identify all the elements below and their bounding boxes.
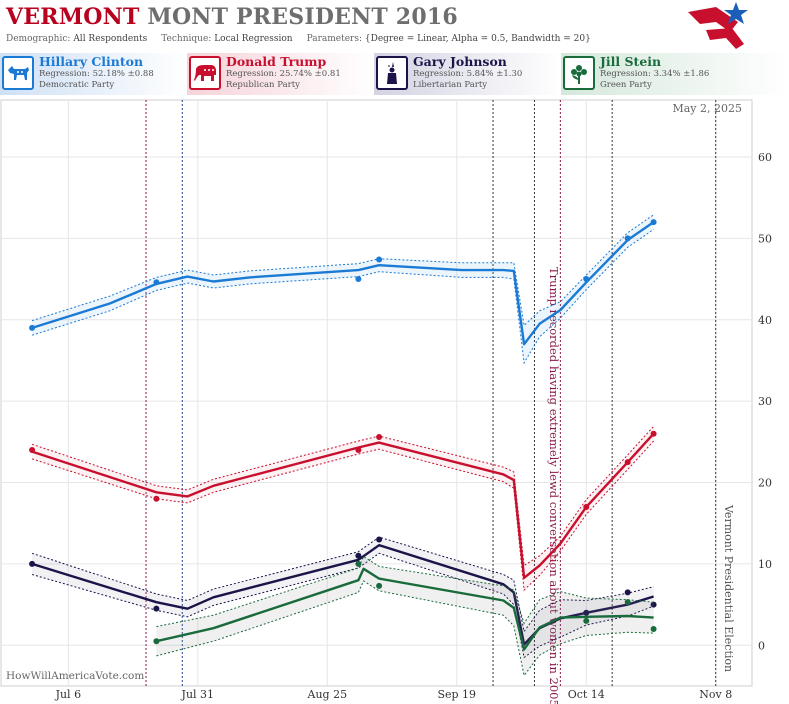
chart-date: May 2, 2025 (672, 102, 742, 115)
x-tick-label: Jul 31 (181, 688, 215, 701)
poll-point (583, 503, 590, 510)
republican-elephant-icon (189, 56, 221, 90)
y-tick-label: 30 (758, 395, 772, 408)
y-tick-label: 40 (758, 314, 772, 327)
poll-point (29, 446, 36, 453)
legend-clinton-party: Democratic Party (39, 80, 115, 90)
event-annotation: Trump recorded having extremely lewd con… (547, 267, 561, 704)
x-tick-label: Oct 14 (568, 688, 605, 701)
demographic-value: All Respondents (73, 34, 148, 44)
poll-point (624, 589, 631, 596)
legend-stein-party: Green Party (600, 80, 652, 90)
y-tick-label: 60 (758, 151, 772, 164)
technique-label: Technique: (161, 34, 212, 44)
legend-trump-regression: Regression: 25.74% ±0.81 (226, 69, 341, 79)
poll-chart: 0 10 20 30 40 50 60 Jul 6 Jul 31 Aug 25 Sep 19 Oct … (0, 99, 772, 704)
poll-point (355, 276, 362, 283)
confidence-upper (31, 536, 654, 633)
poll-point (650, 219, 657, 226)
legend-johnson-regression: Regression: 5.84% ±1.30 (413, 69, 523, 79)
poll-point (376, 256, 383, 263)
legend-trump-party: Republican Party (226, 80, 300, 90)
x-tick-label: Nov 8 (699, 688, 732, 701)
legend-johnson: Gary Johnson Regression: 5.84% ±1.30 Lib… (374, 53, 561, 95)
poll-point (29, 324, 36, 331)
poll-point (376, 536, 383, 543)
parameters-line: Demographic: All Respondents Technique: L… (6, 34, 591, 44)
page-title: VERMONT MONT PRESIDENT 2016 (6, 4, 458, 30)
legend-stein-name: Jill Stein (600, 54, 662, 69)
title-state: VERMONT (6, 4, 140, 30)
poll-point (650, 626, 657, 633)
poll-point (153, 279, 160, 286)
legend-trump-name: Donald Trump (226, 54, 327, 69)
liberty-statue-icon (376, 56, 408, 90)
y-tick-label: 50 (758, 232, 772, 245)
plot-area (0, 99, 753, 687)
poll-point (624, 235, 631, 242)
confidence-band (32, 537, 654, 658)
poll-point (355, 552, 362, 559)
confidence-band (32, 426, 654, 590)
confidence-lower (31, 552, 654, 659)
legend-trump: Donald Trump Regression: 25.74% ±0.81 Re… (187, 53, 374, 95)
demographic-label: Demographic: (6, 34, 71, 44)
legend-johnson-name: Gary Johnson (413, 54, 507, 69)
election-annotation: Vermont Presidential Election (722, 504, 735, 672)
title-race: MONT PRESIDENT 2016 (147, 4, 458, 30)
parameters-value: {Degree = Linear, Alpha = 0.5, Bandwidth… (364, 34, 591, 44)
poll-point (29, 560, 36, 567)
technique-value: Local Regression (214, 34, 293, 44)
democratic-donkey-icon (2, 56, 34, 90)
y-tick-label: 20 (758, 477, 772, 490)
poll-point (650, 430, 657, 437)
legend-stein: Jill Stein Regression: 3.34% ±1.86 Green… (561, 53, 789, 95)
x-tick-label: Jul 6 (55, 688, 82, 701)
poll-point (153, 495, 160, 502)
poll-point (583, 609, 590, 616)
header: VERMONT MONT PRESIDENT 2016 Demographic:… (0, 0, 789, 52)
trend-line (31, 221, 655, 346)
site-logo-icon (688, 2, 748, 49)
poll-point (376, 582, 383, 589)
poll-point (153, 605, 160, 612)
parameters-label: Parameters: (306, 34, 363, 44)
confidence-lower (31, 228, 654, 365)
legend-johnson-party: Libertarian Party (413, 80, 488, 90)
poll-point (650, 601, 657, 608)
confidence-lower (156, 580, 654, 677)
poll-point (624, 599, 631, 606)
legend-stein-regression: Regression: 3.34% ±1.86 (600, 69, 710, 79)
poll-point (153, 638, 160, 645)
confidence-band (156, 556, 654, 676)
x-tick-label: Aug 25 (307, 688, 348, 701)
x-tick-label: Sep 19 (437, 688, 476, 701)
poll-point (376, 433, 383, 440)
legend-clinton-regression: Regression: 52.18% ±0.88 (39, 69, 154, 79)
poll-point (624, 459, 631, 466)
poll-point (583, 617, 590, 624)
confidence-upper (31, 214, 654, 327)
trend-line (156, 567, 654, 651)
poll-point (355, 560, 362, 567)
poll-point (583, 276, 590, 283)
candidate-legend: Hillary Clinton Regression: 52.18% ±0.88… (0, 53, 789, 95)
y-tick-label: 0 (758, 639, 765, 652)
legend-clinton: Hillary Clinton Regression: 52.18% ±0.88… (0, 53, 187, 95)
trend-line (31, 432, 655, 579)
y-tick-label: 10 (758, 558, 772, 571)
legend-clinton-name: Hillary Clinton (39, 54, 144, 69)
poll-point (355, 446, 362, 453)
confidence-band (32, 214, 654, 363)
watermark: HowWillAmericaVote.com (6, 670, 144, 682)
green-party-flower-icon (563, 56, 595, 90)
